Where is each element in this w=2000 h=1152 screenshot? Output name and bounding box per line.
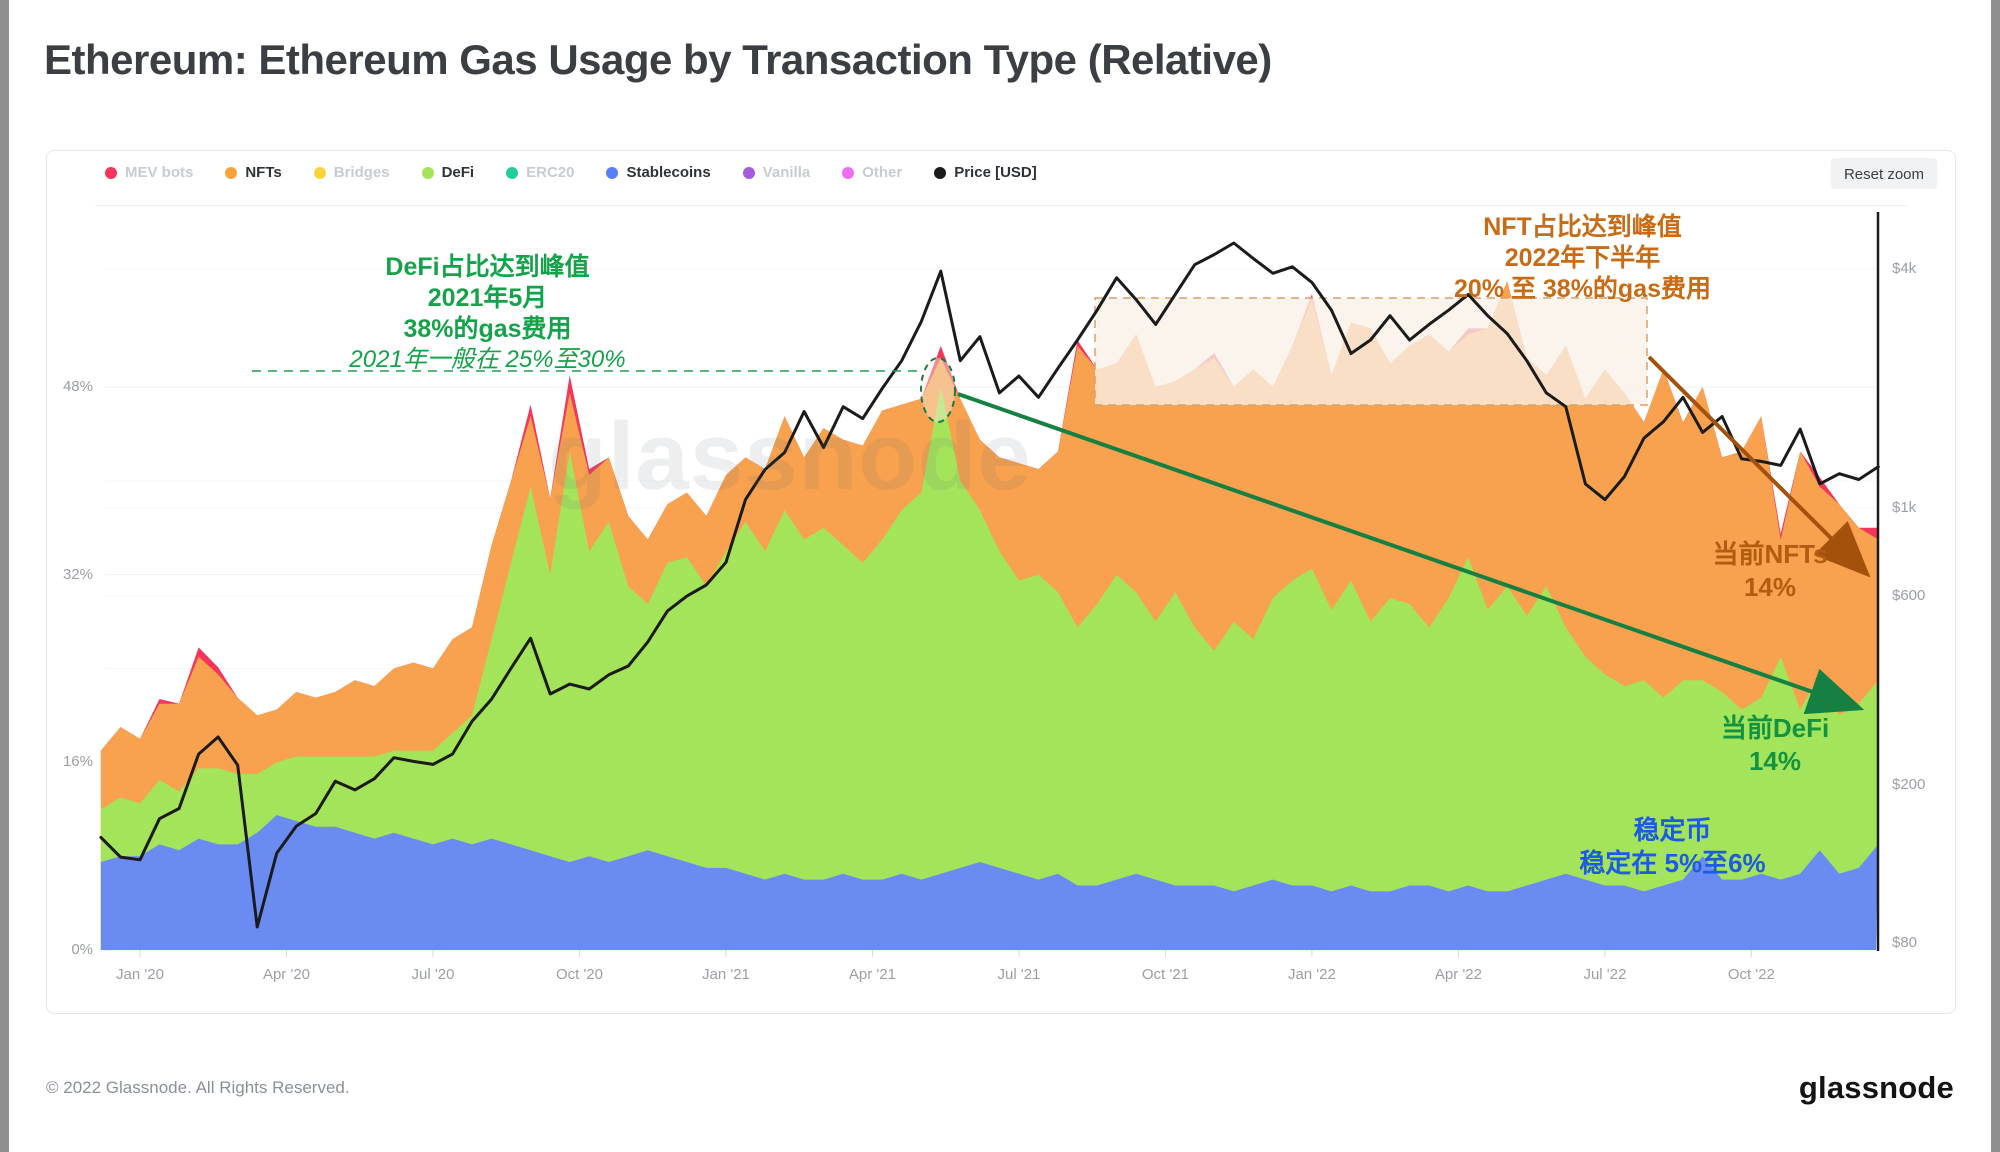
legend-item-mev-bots[interactable]: MEV bots bbox=[105, 164, 193, 181]
x-axis-tick: Apr '21 bbox=[848, 966, 896, 983]
x-axis-tick: Oct '21 bbox=[1141, 966, 1189, 983]
legend-label: Bridges bbox=[333, 164, 390, 181]
x-axis-tick: Apr '20 bbox=[262, 966, 311, 983]
legend-label: Price [USD] bbox=[954, 164, 1037, 181]
price-line bbox=[99, 241, 1880, 929]
glassnode-logo: glassnode bbox=[1798, 1070, 1954, 1105]
y-axis-right-tick: $600 bbox=[1892, 587, 1926, 605]
legend-item-vanilla[interactable]: Vanilla bbox=[742, 164, 811, 181]
x-axis-tick: Apr '22 bbox=[1434, 966, 1482, 983]
legend-label: Vanilla bbox=[762, 164, 811, 181]
x-axis-tick: Jul '22 bbox=[1583, 966, 1627, 983]
window-edge-right bbox=[1991, 0, 2000, 1152]
reset-zoom-button[interactable]: Reset zoom bbox=[1831, 158, 1937, 189]
legend-label: NFTs bbox=[245, 164, 282, 181]
y-axis-right-tick: $200 bbox=[1892, 776, 1926, 794]
y-axis-left-tick: 16% bbox=[62, 753, 93, 771]
legend-item-nfts[interactable]: NFTs bbox=[225, 164, 282, 181]
y-axis-left-tick: 0% bbox=[71, 941, 93, 958]
window-edge-left bbox=[0, 0, 9, 1152]
x-axis-tick: Oct '22 bbox=[1727, 966, 1775, 983]
page-title: Ethereum: Ethereum Gas Usage by Transact… bbox=[44, 36, 1272, 83]
legend-dot bbox=[506, 166, 519, 179]
y-axis-right-tick: $80 bbox=[1892, 934, 1918, 952]
y-axis-left-tick: 48% bbox=[62, 378, 93, 395]
x-axis-tick: Jan '20 bbox=[116, 966, 164, 983]
legend-dot bbox=[225, 166, 238, 179]
legend-label: MEV bots bbox=[125, 164, 194, 181]
x-axis-tick: Jan '22 bbox=[1287, 966, 1336, 983]
legend-label: Other bbox=[862, 164, 903, 181]
legend-separator bbox=[95, 205, 1907, 206]
legend-dot bbox=[842, 166, 855, 179]
area-defi bbox=[100, 387, 1879, 950]
legend-item-defi[interactable]: DeFi bbox=[421, 164, 475, 181]
legend-dot bbox=[934, 166, 947, 179]
y-axis-right-tick: $1k bbox=[1892, 499, 1917, 516]
legend-dot bbox=[606, 166, 619, 179]
legend-dot bbox=[105, 166, 117, 179]
x-axis-tick: Jan '21 bbox=[702, 966, 750, 983]
legend-item-stablecoins[interactable]: Stablecoins bbox=[606, 164, 711, 181]
legend-dot bbox=[313, 166, 326, 179]
legend-item-bridges[interactable]: Bridges bbox=[313, 164, 390, 181]
y-axis-left-tick: 32% bbox=[62, 565, 93, 583]
legend-dot bbox=[421, 166, 434, 179]
legend-item-other[interactable]: Other bbox=[842, 164, 902, 181]
footer-copyright: © 2022 Glassnode. All Rights Reserved. bbox=[46, 1078, 350, 1097]
area-stablecoins bbox=[100, 815, 1879, 950]
legend-dot bbox=[742, 166, 755, 179]
legend-item-erc20[interactable]: ERC20 bbox=[506, 164, 574, 181]
x-axis-tick: Jul '20 bbox=[411, 966, 455, 983]
legend-label: ERC20 bbox=[526, 164, 575, 181]
legend-label: DeFi bbox=[441, 164, 475, 181]
x-axis-tick: Jul '21 bbox=[997, 966, 1041, 983]
x-axis-tick: Oct '20 bbox=[555, 966, 603, 983]
legend-label: Stablecoins bbox=[626, 164, 711, 181]
legend-item-price-usd-[interactable]: Price [USD] bbox=[934, 164, 1037, 181]
y-axis-right-tick: $4k bbox=[1892, 259, 1917, 277]
chart-legend: MEV bots NFTs Bridges DeFi ERC20 Stablecoins V… bbox=[105, 164, 1037, 181]
